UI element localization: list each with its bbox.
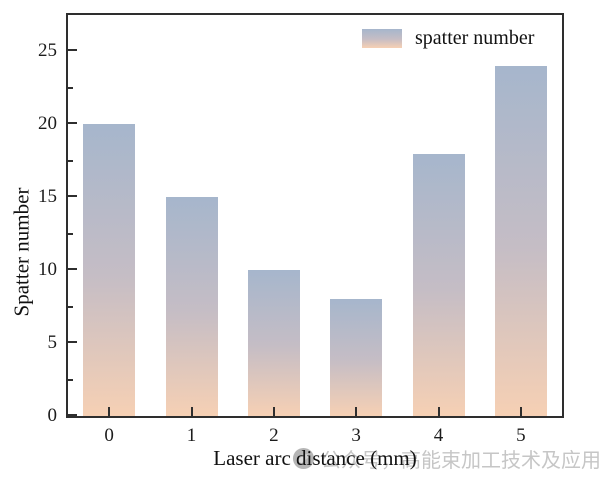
x-tick-label: 3 xyxy=(351,425,361,446)
bar xyxy=(83,124,136,416)
x-major-tick xyxy=(108,407,111,416)
y-tick-label: 20 xyxy=(38,113,57,135)
y-tick-labels: 0 5 10 15 20 25 xyxy=(0,15,58,426)
y-tick-label: 5 xyxy=(47,332,58,354)
y-major-tick xyxy=(68,49,77,52)
bar xyxy=(494,66,547,416)
y-minor-tick xyxy=(68,378,73,381)
y-tick-label: 10 xyxy=(38,259,57,281)
x-axis-title: Laser arc distance (mm) xyxy=(213,446,417,470)
y-minor-tick xyxy=(68,86,73,89)
y-major-tick xyxy=(68,341,77,344)
x-tick-label: 0 xyxy=(104,425,114,446)
y-major-tick xyxy=(68,122,77,125)
y-major-tick xyxy=(68,414,77,416)
y-tick-label: 0 xyxy=(47,405,58,426)
x-tick-label: 1 xyxy=(186,425,197,446)
y-major-tick xyxy=(68,268,77,271)
y-tick-label: 15 xyxy=(38,186,57,208)
x-major-tick xyxy=(519,407,522,416)
watermark-text: 公众号，高能束加工技术及应用 xyxy=(321,450,600,472)
legend: spatter number xyxy=(362,26,534,50)
bar xyxy=(330,299,383,416)
plot-area: spatter number xyxy=(66,13,564,418)
x-major-tick xyxy=(437,407,440,416)
legend-swatch-gradient xyxy=(362,28,402,48)
y-minor-tick xyxy=(68,159,73,162)
y-major-tick xyxy=(68,195,77,198)
bar xyxy=(165,197,218,416)
legend-label: spatter number xyxy=(415,26,535,49)
x-tick-label: 5 xyxy=(516,425,526,446)
x-tick-label: 2 xyxy=(269,425,279,446)
bar xyxy=(412,153,465,416)
bar xyxy=(247,270,300,416)
x-major-tick xyxy=(272,407,275,416)
x-major-tick xyxy=(355,407,358,416)
watermark: 公众号，高能束加工技术及应用 xyxy=(292,444,600,473)
y-minor-tick xyxy=(68,305,73,308)
x-major-tick xyxy=(190,407,193,416)
x-tick-label: 4 xyxy=(433,425,444,446)
x-tick-labels: 0 1 2 3 4 5 xyxy=(68,425,562,449)
y-minor-tick xyxy=(68,232,73,235)
y-tick-label: 25 xyxy=(38,40,57,62)
watermark-logo-icon xyxy=(292,447,315,470)
